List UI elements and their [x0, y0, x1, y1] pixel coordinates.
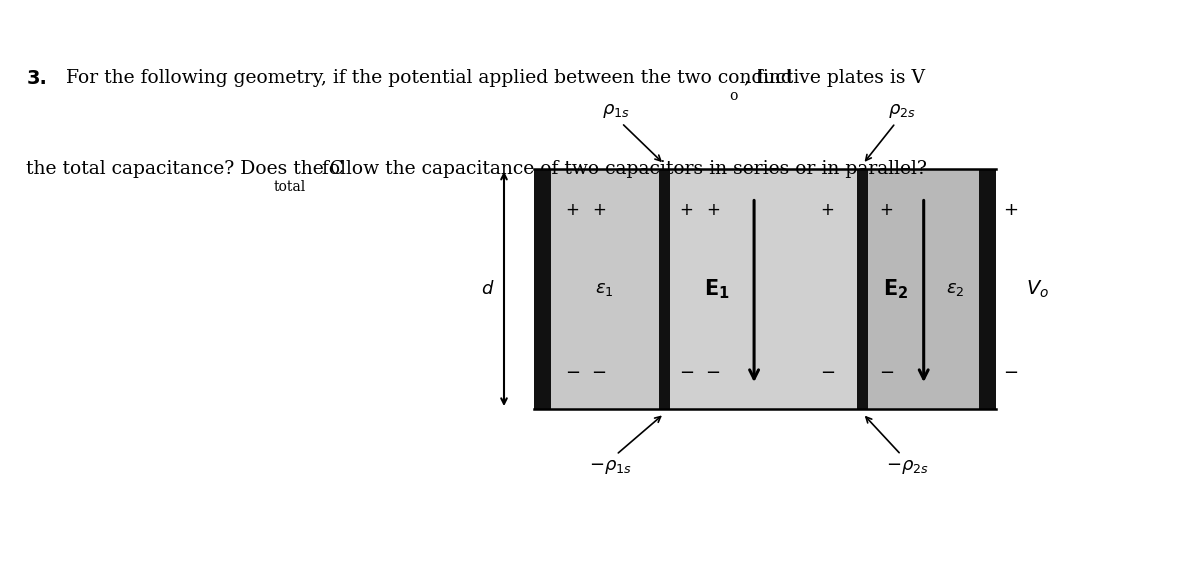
Bar	[534, 169, 996, 409]
Text: −: −	[706, 364, 720, 382]
Text: $-\rho_{2s}$: $-\rho_{2s}$	[886, 458, 929, 475]
Bar	[551, 169, 659, 409]
Text: +: +	[1003, 201, 1018, 219]
Text: +: +	[565, 201, 580, 219]
Text: −: −	[820, 364, 835, 382]
Text: −: −	[592, 364, 606, 382]
Text: +: +	[679, 201, 694, 219]
Bar	[670, 169, 857, 409]
Text: −: −	[565, 364, 580, 382]
Text: $\rho_{2s}$: $\rho_{2s}$	[888, 102, 916, 120]
Text: +: +	[592, 201, 606, 219]
Text: +: +	[821, 201, 834, 219]
Text: $\epsilon_1$: $\epsilon_1$	[595, 280, 614, 298]
Text: $\rho_{1s}$: $\rho_{1s}$	[601, 102, 630, 120]
Text: total: total	[274, 180, 306, 194]
Text: $\mathbf{E_1}$: $\mathbf{E_1}$	[703, 277, 730, 301]
Text: −: −	[1003, 364, 1018, 382]
Text: $-\rho_{1s}$: $-\rho_{1s}$	[589, 458, 631, 475]
Text: d: d	[481, 280, 493, 298]
Text: the total capacitance? Does the C: the total capacitance? Does the C	[26, 160, 344, 178]
Bar	[857, 169, 868, 409]
Bar	[534, 169, 551, 409]
Text: +: +	[706, 201, 720, 219]
Bar	[979, 169, 996, 409]
Text: $V_o$: $V_o$	[1026, 278, 1049, 300]
Bar	[659, 169, 670, 409]
Text: +: +	[880, 201, 893, 219]
Text: follow the capacitance of two capacitors in series or in parallel?: follow the capacitance of two capacitors…	[316, 160, 926, 178]
Text: $\epsilon_2$: $\epsilon_2$	[946, 280, 964, 298]
Text: −: −	[679, 364, 694, 382]
Text: o: o	[730, 89, 738, 102]
Text: $\mathbf{E_2}$: $\mathbf{E_2}$	[883, 277, 908, 301]
Text: −: −	[878, 364, 894, 382]
Text: For the following geometry, if the potential applied between the two conductive : For the following geometry, if the poten…	[60, 69, 925, 86]
Text: , find: , find	[744, 69, 793, 86]
Text: 3.: 3.	[26, 69, 47, 88]
Bar	[869, 169, 979, 409]
